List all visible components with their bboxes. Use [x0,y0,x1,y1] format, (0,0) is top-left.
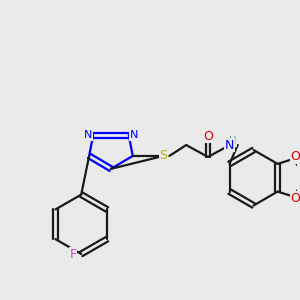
Text: N: N [130,130,138,140]
Text: S: S [159,149,167,162]
Text: O: O [203,130,213,142]
Text: N: N [84,130,92,140]
Text: O: O [290,150,300,164]
Text: O: O [290,192,300,205]
Text: N: N [225,139,235,152]
Text: H: H [229,136,236,146]
Text: F: F [70,248,77,260]
